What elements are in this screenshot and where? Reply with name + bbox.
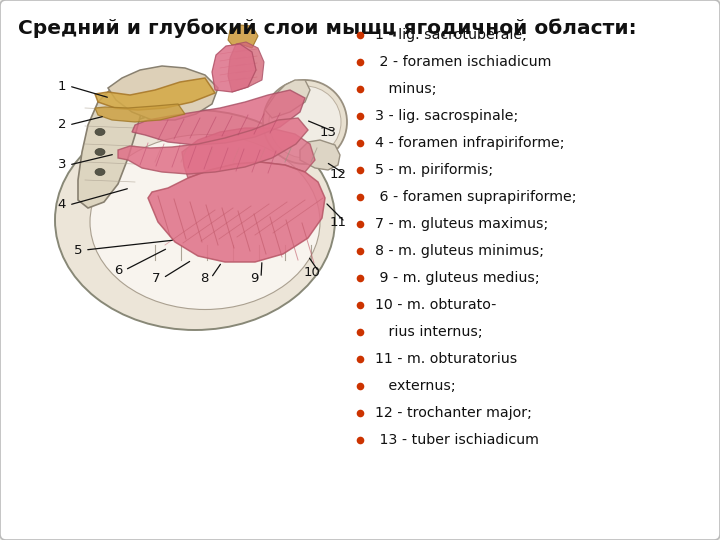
Polygon shape <box>228 25 258 48</box>
Polygon shape <box>182 128 315 178</box>
Text: rius internus;: rius internus; <box>375 325 482 339</box>
Polygon shape <box>300 140 340 170</box>
Circle shape <box>269 86 341 158</box>
Polygon shape <box>132 90 305 145</box>
Text: minus;: minus; <box>375 82 436 96</box>
Text: 9: 9 <box>250 272 258 285</box>
Polygon shape <box>108 66 218 120</box>
Circle shape <box>263 80 347 164</box>
Polygon shape <box>212 44 256 92</box>
Text: 12 - trochanter major;: 12 - trochanter major; <box>375 406 532 420</box>
Text: 10: 10 <box>304 266 320 279</box>
Text: 3: 3 <box>58 159 66 172</box>
Text: 7: 7 <box>152 272 161 285</box>
Text: 2: 2 <box>58 118 66 132</box>
Text: 13: 13 <box>320 125 336 138</box>
Polygon shape <box>78 84 142 208</box>
Text: 12: 12 <box>330 167 346 180</box>
Polygon shape <box>228 42 264 92</box>
Text: 6: 6 <box>114 264 122 276</box>
Text: 6 - foramen suprapiriforme;: 6 - foramen suprapiriforme; <box>375 190 577 204</box>
Text: 10 - m. obturato-: 10 - m. obturato- <box>375 298 496 312</box>
Text: externus;: externus; <box>375 379 456 393</box>
Text: 9 - m. gluteus medius;: 9 - m. gluteus medius; <box>375 271 539 285</box>
Text: 4: 4 <box>58 199 66 212</box>
Text: 5: 5 <box>73 244 82 256</box>
Ellipse shape <box>90 134 320 309</box>
Text: 13 - tuber ischiadicum: 13 - tuber ischiadicum <box>375 433 539 447</box>
Text: 1: 1 <box>58 79 66 92</box>
Text: 4 - foramen infrapiriforme;: 4 - foramen infrapiriforme; <box>375 136 564 150</box>
Text: 8 - m. gluteus minimus;: 8 - m. gluteus minimus; <box>375 244 544 258</box>
Text: 5 - m. piriformis;: 5 - m. piriformis; <box>375 163 493 177</box>
Text: 11: 11 <box>330 215 346 228</box>
Text: 8: 8 <box>200 272 208 285</box>
Ellipse shape <box>95 168 105 176</box>
Text: Средний и глубокий слои мышц ягодичной области:: Средний и глубокий слои мышц ягодичной о… <box>18 18 636 38</box>
Text: 3 - lig. sacrospinale;: 3 - lig. sacrospinale; <box>375 109 518 123</box>
Ellipse shape <box>95 148 105 156</box>
Ellipse shape <box>95 129 105 136</box>
Polygon shape <box>265 80 310 118</box>
Text: 2 - foramen ischiadicum: 2 - foramen ischiadicum <box>375 55 552 69</box>
Text: 7 - m. gluteus maximus;: 7 - m. gluteus maximus; <box>375 217 548 231</box>
Ellipse shape <box>55 110 335 330</box>
Text: 11 - m. obturatorius: 11 - m. obturatorius <box>375 352 517 366</box>
Polygon shape <box>95 104 185 122</box>
Polygon shape <box>118 118 308 174</box>
Polygon shape <box>95 78 215 110</box>
Text: 1 - lig. sacrotuberale;: 1 - lig. sacrotuberale; <box>375 28 527 42</box>
FancyBboxPatch shape <box>18 14 326 482</box>
Polygon shape <box>148 162 325 262</box>
